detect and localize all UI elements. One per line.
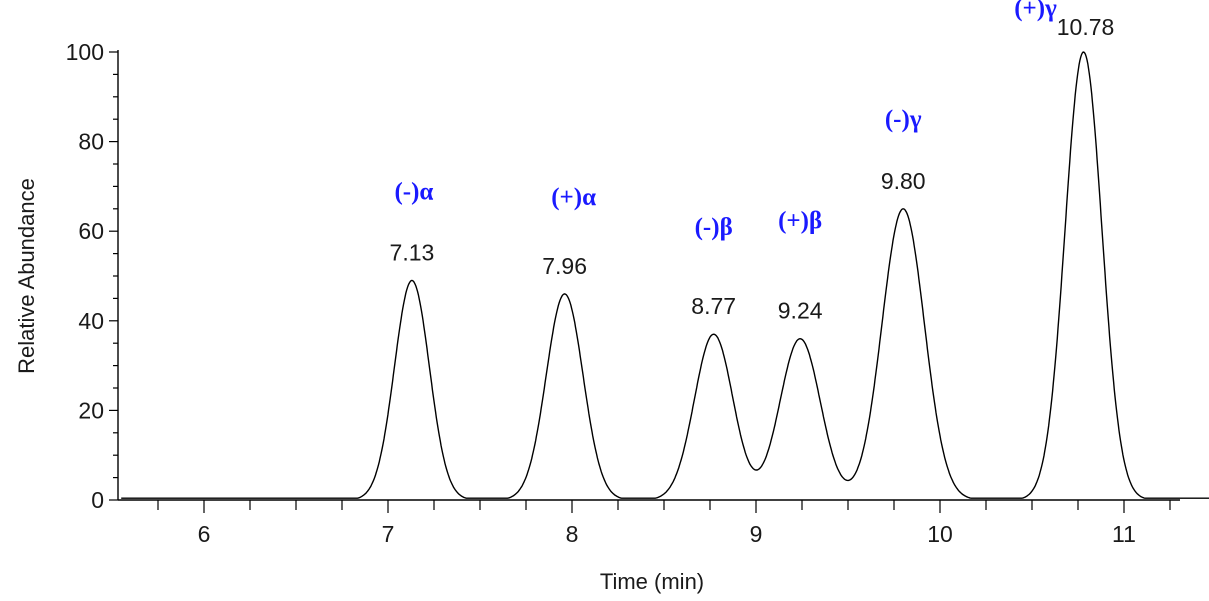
x-axis-title: Time (min) bbox=[600, 569, 704, 594]
x-tick-label: 7 bbox=[382, 521, 395, 547]
peak-rt-label: 9.24 bbox=[778, 298, 823, 324]
y-tick-label: 60 bbox=[78, 218, 104, 244]
peak-rt-label: 8.77 bbox=[691, 293, 736, 319]
x-tick-label: 9 bbox=[750, 521, 763, 547]
y-tick-label: 80 bbox=[78, 129, 104, 155]
x-axis-ticks: 6 7 8 9 10 11 bbox=[157, 500, 1171, 547]
x-tick-label: 6 bbox=[198, 521, 211, 547]
isomer-label: (-)β bbox=[695, 214, 733, 241]
y-tick-label: 40 bbox=[78, 308, 104, 334]
x-tick-label: 10 bbox=[927, 521, 953, 547]
isomer-label: (+)γ bbox=[1014, 0, 1057, 22]
peak-rt-label: 7.13 bbox=[390, 239, 435, 265]
y-axis-title: Relative Abundance bbox=[14, 178, 39, 374]
y-tick-label: 100 bbox=[66, 39, 104, 65]
peak-labels: 7.13 (-)α 7.96 (+)α 8.77 (-)β 9.24 (+)β 9.80 (-)γ… bbox=[390, 0, 1115, 324]
axes bbox=[117, 50, 1180, 501]
chromatogram-trace bbox=[121, 51, 1209, 499]
peak-rt-label: 9.80 bbox=[881, 168, 926, 194]
peak-rt-label: 10.78 bbox=[1057, 14, 1115, 40]
y-tick-label: 20 bbox=[78, 397, 104, 423]
x-tick-label: 8 bbox=[566, 521, 579, 547]
y-tick-label: 0 bbox=[91, 487, 104, 513]
peak-rt-label: 7.96 bbox=[542, 253, 587, 279]
isomer-label: (+)β bbox=[778, 208, 822, 235]
y-axis-ticks: 0 20 40 60 80 100 bbox=[66, 39, 118, 513]
x-tick-label: 11 bbox=[1112, 521, 1136, 547]
isomer-label: (-)α bbox=[394, 178, 433, 205]
isomer-label: (+)α bbox=[551, 184, 596, 211]
isomer-label: (-)γ bbox=[885, 106, 922, 133]
